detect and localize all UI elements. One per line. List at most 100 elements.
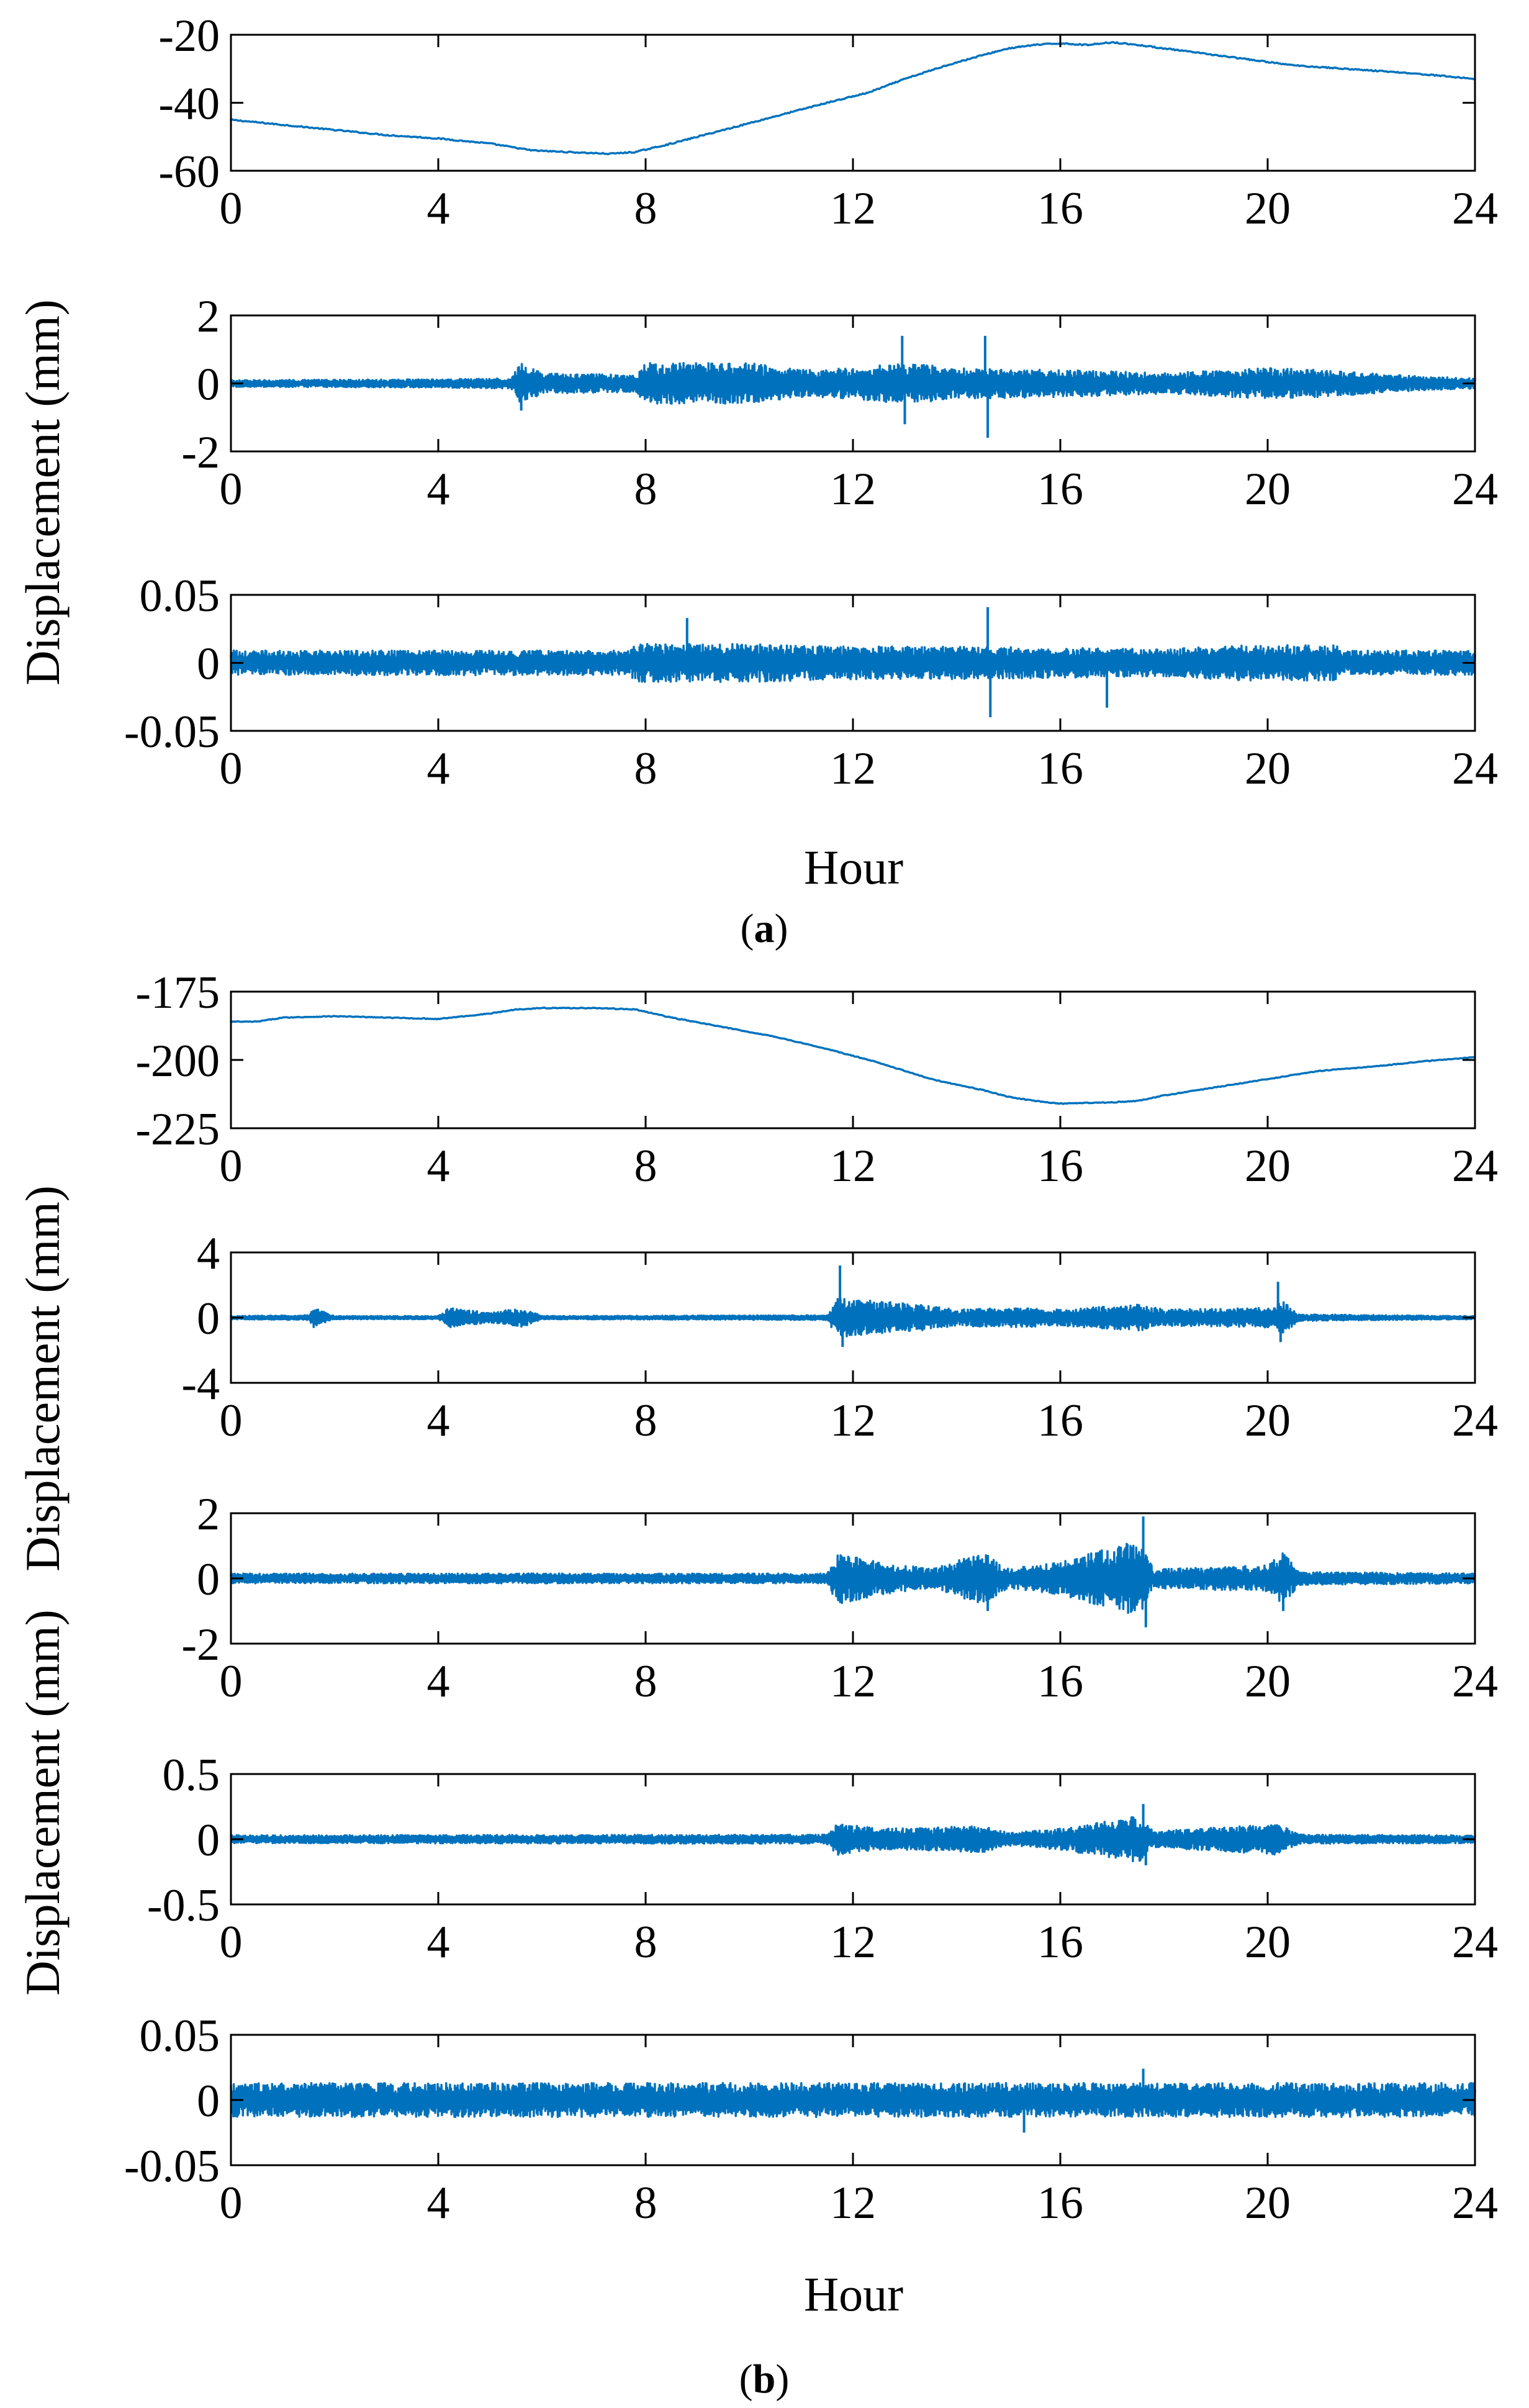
y-tick-label: -2 bbox=[181, 1619, 220, 1670]
x-tick-label: 24 bbox=[1452, 1395, 1498, 1446]
data-line bbox=[230, 1816, 1476, 1863]
y-tick-label: 0.05 bbox=[140, 571, 220, 622]
y-tick-label: 2 bbox=[197, 291, 220, 342]
x-tick-label: 12 bbox=[830, 2178, 876, 2229]
y-tick-label: -20 bbox=[158, 11, 220, 61]
x-tick-label: 12 bbox=[830, 743, 876, 794]
y-tick-label: 0 bbox=[197, 1554, 220, 1605]
x-tick-label: 20 bbox=[1245, 1917, 1291, 1968]
x-tick-label: 8 bbox=[634, 2178, 657, 2229]
data-line bbox=[230, 1007, 1476, 1105]
panel-label-b: (b) bbox=[739, 2356, 790, 2402]
y-tick-label: 0 bbox=[197, 639, 220, 690]
x-tick-label: 8 bbox=[634, 743, 657, 794]
x-tick-label: 12 bbox=[830, 183, 876, 234]
x-tick-label: 16 bbox=[1037, 743, 1083, 794]
x-tick-label: 20 bbox=[1245, 2178, 1291, 2229]
x-tick-label: 20 bbox=[1245, 464, 1291, 515]
y-tick-label: -0.5 bbox=[147, 1880, 220, 1931]
subplot-b-5: 0 4 8 12 16 20 240.050-0.05 bbox=[124, 2011, 1498, 2229]
xlabel-group-b: Hour bbox=[804, 2267, 903, 2321]
x-tick-label: 24 bbox=[1452, 743, 1498, 794]
x-tick-label: 24 bbox=[1452, 183, 1498, 234]
panel-label-a: (a) bbox=[741, 906, 788, 951]
x-tick-label: 4 bbox=[427, 1141, 450, 1192]
x-tick-label: 4 bbox=[427, 183, 450, 234]
y-tick-label: -4 bbox=[181, 1359, 220, 1410]
plot-frame bbox=[230, 34, 1476, 172]
ylabel-group-b-upper: Displacement (mm) bbox=[16, 1185, 70, 1572]
x-tick-label: 4 bbox=[427, 1917, 450, 1968]
x-tick-label: 8 bbox=[634, 1917, 657, 1968]
x-tick-label: 24 bbox=[1452, 1656, 1498, 1707]
data-line bbox=[230, 1298, 1476, 1338]
x-tick-label: 0 bbox=[220, 464, 243, 515]
x-tick-label: 24 bbox=[1452, 2178, 1498, 2229]
data-line bbox=[230, 643, 1476, 683]
x-tick-label: 20 bbox=[1245, 1395, 1291, 1446]
y-tick-label: -0.05 bbox=[124, 2141, 220, 2192]
x-tick-label: 20 bbox=[1245, 183, 1291, 234]
ylabel-group-b-lower: Displacement (mm) bbox=[16, 1609, 70, 1996]
x-tick-label: 8 bbox=[634, 1395, 657, 1446]
subplot-a-3: 0 4 8 12 16 20 240.050-0.05 bbox=[124, 571, 1498, 794]
subplot-b-1: 0 4 8 12 16 20 24 -175 -200 -225 bbox=[135, 967, 1498, 1192]
x-tick-label: 0 bbox=[220, 1141, 243, 1192]
x-tick-label: 12 bbox=[830, 1917, 876, 1968]
x-tick-label: 24 bbox=[1452, 1917, 1498, 1968]
data-line bbox=[230, 361, 1476, 405]
x-tick-label: 4 bbox=[427, 1656, 450, 1707]
y-tick-label: 0 bbox=[197, 360, 220, 410]
x-tick-label: 0 bbox=[220, 1395, 243, 1446]
y-tick-label: -40 bbox=[158, 79, 220, 130]
y-tick-label: -200 bbox=[135, 1036, 220, 1087]
plot-frame bbox=[230, 990, 1476, 1129]
x-tick-label: 16 bbox=[1037, 1141, 1083, 1192]
x-tick-label: 12 bbox=[830, 1656, 876, 1707]
x-tick-label: 20 bbox=[1245, 1141, 1291, 1192]
subplot-b-4: 0 4 8 12 16 20 240.50-0.5 bbox=[147, 1750, 1498, 1968]
y-tick-label: -225 bbox=[135, 1104, 220, 1155]
x-tick-label: 0 bbox=[220, 1917, 243, 1968]
subplot-a-1: 0 4 8 12 16 20 24 -20 -40 -60 bbox=[158, 11, 1498, 234]
y-tick-label: 2 bbox=[197, 1489, 220, 1540]
x-tick-label: 16 bbox=[1037, 464, 1083, 515]
x-tick-label: 24 bbox=[1452, 464, 1498, 515]
y-tick-label: 0.5 bbox=[163, 1750, 220, 1801]
x-tick-label: 16 bbox=[1037, 1917, 1083, 1968]
y-tick-label: -0.05 bbox=[124, 707, 220, 758]
ylabel-group-a: Displacement (mm) bbox=[16, 299, 70, 686]
x-tick-label: 16 bbox=[1037, 1395, 1083, 1446]
xlabel-group-a: Hour bbox=[804, 840, 903, 894]
y-tick-label: 0 bbox=[197, 1815, 220, 1866]
y-tick-label: 4 bbox=[197, 1228, 220, 1279]
x-tick-label: 16 bbox=[1037, 2178, 1083, 2229]
data-line bbox=[230, 2081, 1476, 2119]
x-tick-label: 0 bbox=[220, 2178, 243, 2229]
x-tick-label: 16 bbox=[1037, 183, 1083, 234]
x-tick-label: 12 bbox=[830, 464, 876, 515]
data-line bbox=[230, 41, 1476, 156]
y-tick-label: 0.05 bbox=[140, 2011, 220, 2062]
x-tick-label: 8 bbox=[634, 1656, 657, 1707]
x-tick-label: 12 bbox=[830, 1141, 876, 1192]
x-tick-label: 16 bbox=[1037, 1656, 1083, 1707]
data-line bbox=[230, 1542, 1476, 1614]
y-tick-label: -175 bbox=[135, 967, 220, 1018]
x-tick-label: 20 bbox=[1245, 1656, 1291, 1707]
x-tick-label: 12 bbox=[830, 1395, 876, 1446]
x-tick-label: 8 bbox=[634, 1141, 657, 1192]
x-tick-label: 0 bbox=[220, 1656, 243, 1707]
x-tick-label: 4 bbox=[427, 1395, 450, 1446]
x-tick-label: 4 bbox=[427, 464, 450, 515]
x-tick-label: 24 bbox=[1452, 1141, 1498, 1192]
x-tick-label: 8 bbox=[634, 183, 657, 234]
y-tick-label: 0 bbox=[197, 2076, 220, 2127]
y-tick-label: 0 bbox=[197, 1293, 220, 1344]
x-tick-label: 20 bbox=[1245, 743, 1291, 794]
y-tick-label: -2 bbox=[181, 427, 220, 478]
